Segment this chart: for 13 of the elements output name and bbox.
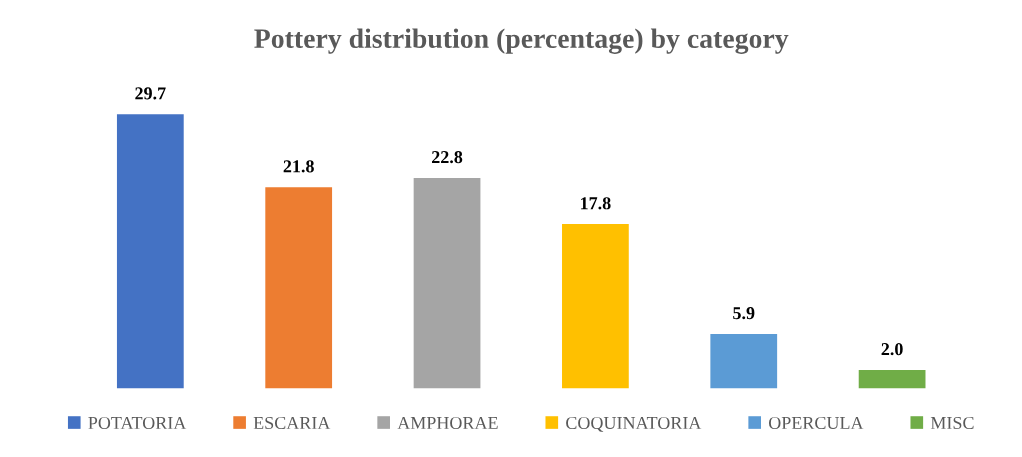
data-label: 5.9 (733, 307, 755, 320)
data-label: 17.8 (581, 197, 611, 210)
data-label: 29.7 (135, 87, 166, 100)
chart-title: Pottery distribution (percentage) by category (254, 28, 789, 54)
legend-label: POTATORIA (88, 416, 187, 430)
legend-label: COQUINATORIA (566, 416, 702, 432)
legend-label: MISC (930, 416, 974, 430)
data-label: 2.0 (881, 343, 903, 356)
legend-label: AMPHORAE (397, 416, 498, 430)
data-label: 22.8 (432, 150, 463, 164)
data-label: 21.8 (283, 160, 314, 173)
legend-label: OPERCULA (768, 416, 864, 430)
legend-label: ESCARIA (253, 416, 331, 430)
